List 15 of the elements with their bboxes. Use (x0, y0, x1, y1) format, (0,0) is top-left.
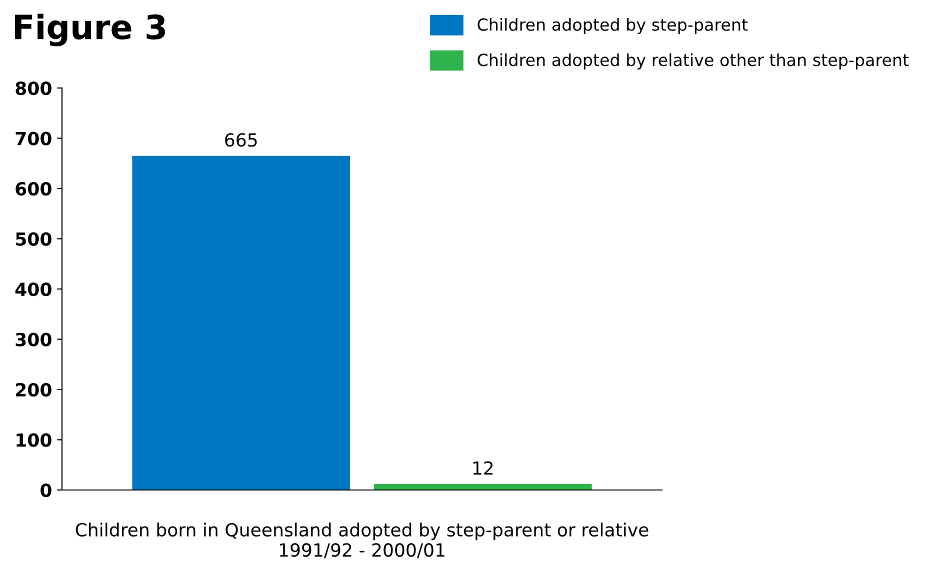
y-tick-label: 700 (16, 132, 52, 146)
y-tick-label: 200 (16, 382, 52, 397)
chart-title: Figure 3 (15, 14, 165, 46)
data-label: 12 (473, 461, 493, 475)
y-tick-label: 400 (15, 282, 52, 296)
x-axis-title: Children born in Queensland adopted by step-parent or relative 1991/92 - 2000/01 (76, 522, 648, 558)
legend-label: Children adopted by relative other than step-parent (478, 53, 909, 70)
legend-label: Children adopted by step-parent (478, 18, 748, 34)
y-tick-label: 500 (16, 232, 52, 246)
y-tick-label: 100 (16, 433, 52, 447)
y-tick-label: 0 (40, 483, 52, 498)
y-tick-label: 600 (16, 182, 52, 196)
y-tick-label: 800 (16, 81, 52, 96)
y-tick-label: 300 (16, 332, 52, 346)
data-label: 665 (225, 133, 257, 147)
